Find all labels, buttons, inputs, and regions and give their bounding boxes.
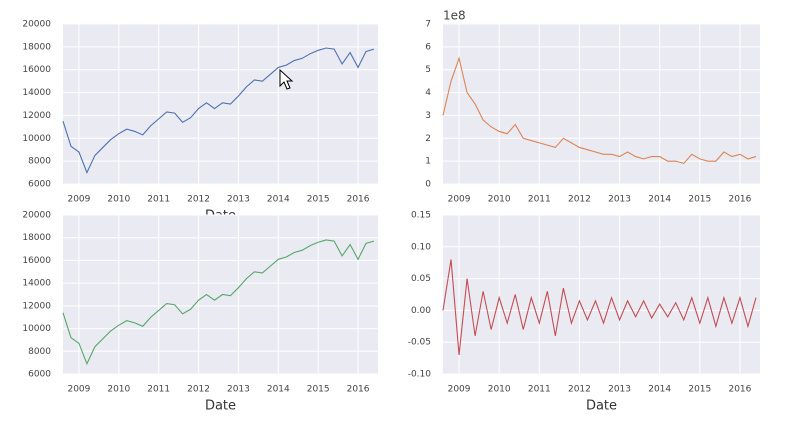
x-tick-label: 2012 xyxy=(187,385,210,395)
y-tick-label: 18000 xyxy=(22,42,51,52)
y-tick-label: 14000 xyxy=(22,279,51,289)
y-tick-label: 16000 xyxy=(22,65,51,75)
x-tick-label: 2012 xyxy=(568,195,591,205)
y-tick-label: 16000 xyxy=(22,256,51,266)
x-tick-label: 2016 xyxy=(347,195,370,205)
x-tick-label: 2010 xyxy=(107,385,130,395)
y-tick-label: -0.10 xyxy=(408,370,432,380)
plot-area xyxy=(63,215,378,374)
x-tick-label: 2009 xyxy=(448,195,471,205)
y-tick-label: 5 xyxy=(425,65,431,75)
y-tick-label: 0.05 xyxy=(411,274,431,284)
y-tick-label: 6000 xyxy=(28,370,51,380)
y-tick-label: 20000 xyxy=(22,211,51,221)
x-tick-label: 2013 xyxy=(227,195,250,205)
y-tick-label: 7 xyxy=(425,20,431,30)
x-tick-label: 2010 xyxy=(488,195,511,205)
data-line xyxy=(442,56,757,165)
x-tick-label: 2015 xyxy=(688,195,711,205)
x-tick-label: 2011 xyxy=(147,385,170,395)
data-line xyxy=(62,47,375,174)
x-tick-label: 2016 xyxy=(728,385,751,395)
x-tick-label: 2013 xyxy=(608,195,631,205)
y-tick-label: 0.10 xyxy=(411,242,431,252)
x-tick-label: 2009 xyxy=(67,195,90,205)
x-axis-label: Date xyxy=(205,399,236,414)
x-tick-label: 2014 xyxy=(648,385,671,395)
y-tick-label: 6 xyxy=(425,42,431,52)
y-tick-label: 18000 xyxy=(22,233,51,243)
x-tick-label: 2014 xyxy=(267,385,290,395)
x-tick-label: 2012 xyxy=(568,385,591,395)
x-tick-label: 2015 xyxy=(688,385,711,395)
y-tick-label: -0.05 xyxy=(408,338,431,348)
y-tick-label: 10000 xyxy=(22,324,51,334)
x-tick-label: 2010 xyxy=(488,385,511,395)
x-tick-label: 2011 xyxy=(528,195,551,205)
data-line xyxy=(62,239,375,366)
x-axis-label: Date xyxy=(586,399,617,414)
x-tick-label: 2012 xyxy=(187,195,210,205)
plot-area xyxy=(443,215,760,374)
y-tick-label: 6000 xyxy=(28,180,51,190)
y-tick-label: 0 xyxy=(425,180,431,190)
y-tick-label: 10000 xyxy=(22,134,51,144)
x-tick-label: 2015 xyxy=(307,195,330,205)
x-tick-label: 2016 xyxy=(347,385,370,395)
plots: Date600080001000012000140001600018000200… xyxy=(22,9,760,414)
y-tick-label: 2 xyxy=(425,134,431,144)
mouse-cursor xyxy=(279,68,294,90)
y-tick-label: 0.15 xyxy=(411,211,431,221)
y-tick-label: 14000 xyxy=(22,88,51,98)
x-tick-label: 2013 xyxy=(608,385,631,395)
y-tick-label: 0.00 xyxy=(411,306,431,316)
x-tick-label: 2009 xyxy=(448,385,471,395)
x-tick-label: 2014 xyxy=(267,195,290,205)
data-line xyxy=(442,259,757,355)
y-tick-label: 3 xyxy=(425,111,431,121)
y-tick-label: 1 xyxy=(425,157,431,167)
offset-label: 1e8 xyxy=(443,9,466,23)
y-tick-label: 20000 xyxy=(22,20,51,30)
x-tick-label: 2014 xyxy=(648,195,671,205)
x-tick-label: 2013 xyxy=(227,385,250,395)
plot-area xyxy=(443,24,760,184)
y-tick-label: 12000 xyxy=(22,111,51,121)
y-tick-label: 8000 xyxy=(28,157,51,167)
y-tick-label: 4 xyxy=(425,88,431,98)
y-tick-label: 8000 xyxy=(28,347,51,357)
y-tick-label: 12000 xyxy=(22,301,51,311)
x-tick-label: 2009 xyxy=(67,385,90,395)
x-tick-label: 2011 xyxy=(147,195,170,205)
x-tick-label: 2015 xyxy=(307,385,330,395)
x-tick-label: 2016 xyxy=(728,195,751,205)
x-tick-label: 2011 xyxy=(528,385,551,395)
x-tick-label: 2010 xyxy=(107,195,130,205)
